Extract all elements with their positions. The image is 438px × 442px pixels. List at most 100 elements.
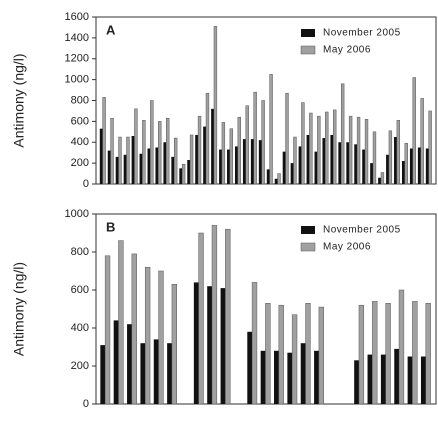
bar [229,128,234,185]
bar [380,172,385,185]
bar [158,121,162,185]
bar [306,134,310,184]
bar [158,270,164,405]
bar [251,282,258,405]
bar [131,135,135,184]
bar [163,142,167,184]
bar [287,352,293,404]
bar [274,178,278,184]
bar [220,288,226,404]
bar [187,159,191,184]
bar [181,163,186,185]
bar [333,109,337,185]
bar [293,136,297,185]
plot-frame [95,16,437,185]
y-tick-label: 800 [71,94,89,106]
bar [305,303,311,405]
bar [205,92,210,185]
bar [354,360,359,404]
y-axis-label: Antimony (ng/l) [11,53,27,147]
bar [300,343,306,404]
bar [354,144,358,184]
bar [338,142,342,184]
bar [193,282,199,404]
bar [245,105,249,185]
bar [340,83,345,185]
bar [198,232,204,405]
legend-label: May 2006 [323,45,371,56]
legend-swatch [301,29,315,37]
bar [118,136,122,185]
bar [409,148,413,184]
bar [153,339,159,404]
bar [189,134,194,185]
bar [356,116,361,185]
bar [364,119,369,185]
legend-label: May 2006 [323,242,371,253]
bar [179,168,183,184]
bar [140,343,146,404]
legend-label: November 2005 [323,28,401,39]
bar [290,163,294,184]
y-tick-label: 1200 [65,53,89,65]
bar [139,153,143,184]
legend-swatch [300,45,316,55]
bar [314,151,318,184]
bar [309,112,313,185]
y-tick-label: 1400 [65,32,89,44]
bar [396,120,401,185]
bar [250,139,254,184]
y-tick-label: 0 [83,178,89,190]
bar [301,102,305,185]
bar [100,345,106,404]
bar [378,177,381,184]
bar [372,131,377,185]
bar [317,115,321,185]
bar [346,142,350,184]
y-tick-label: 0 [83,398,89,410]
bar [110,117,114,185]
panel-label: A [106,22,116,37]
legend-label: November 2005 [323,225,401,236]
y-tick-label: 800 [71,246,89,258]
bar [407,356,413,404]
bar [277,173,281,185]
legend-swatch [301,226,315,234]
bar [227,149,230,184]
bar [425,303,431,405]
bar [285,92,289,185]
bar [269,74,273,185]
bar [261,100,265,185]
bar [242,139,246,184]
bar [385,303,391,405]
y-tick-label: 600 [71,115,89,127]
bar [282,151,286,184]
bar [102,97,106,185]
bar [155,147,159,184]
bar [318,306,324,405]
y-tick-label: 600 [71,284,89,296]
bar [398,289,405,405]
bar [420,98,424,185]
bar [386,154,389,184]
bar [348,115,353,185]
bar [358,304,365,405]
bar [298,146,302,184]
bar [253,91,257,185]
bar [118,240,124,405]
bar [104,255,111,405]
bar [144,266,151,405]
bar [425,148,429,184]
bar [367,354,373,404]
bar [362,149,366,184]
bar [234,146,238,184]
bar [207,286,213,404]
bar [211,108,214,184]
bar [412,77,416,185]
bar [167,343,172,404]
bar [412,301,418,405]
bar [325,111,329,185]
bar [99,128,103,184]
bar [428,110,432,185]
bar [203,126,207,184]
